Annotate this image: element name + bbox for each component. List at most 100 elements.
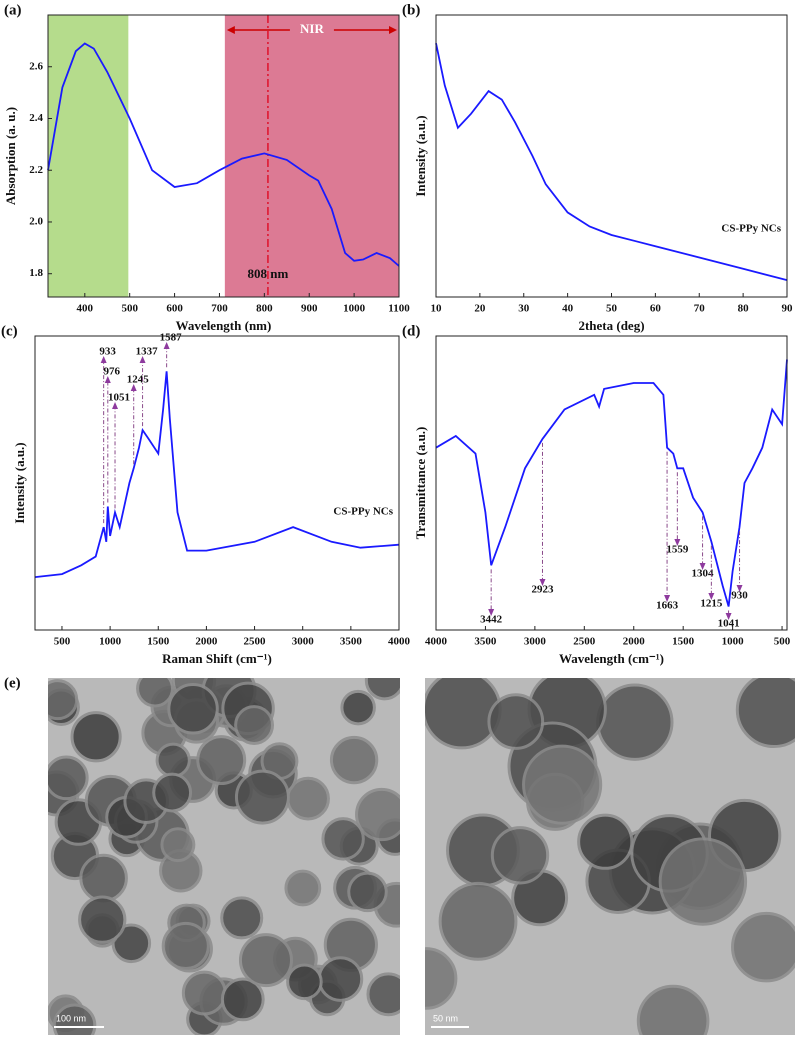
x-tick-label: 2500 (573, 636, 596, 648)
peak-arrow (130, 384, 137, 391)
peak-label: 1559 (666, 544, 689, 556)
peak-label: 976 (104, 366, 121, 378)
peak-label: 3442 (480, 614, 503, 626)
particle (284, 869, 322, 907)
x-tick-label: 10 (431, 303, 443, 315)
panel-label: (d) (402, 323, 420, 339)
peak-label: 1587 (160, 332, 183, 344)
peak-arrow (100, 356, 107, 363)
particle (425, 678, 502, 750)
x-tick-label: 2000 (195, 636, 218, 648)
x-tick-label: 40 (562, 303, 574, 315)
y-axis-label: Absorption (a. u.) (3, 107, 18, 205)
x-axis-label: Wavelength (cm⁻¹) (559, 651, 664, 666)
peak-arrow (664, 595, 671, 602)
particle (220, 977, 265, 1022)
x-tick-label: 1100 (388, 303, 410, 315)
shaded-region (48, 15, 129, 297)
peak-label: 1051 (108, 392, 130, 404)
particle (48, 755, 89, 801)
y-axis-label: Intensity (a.u.) (413, 115, 428, 196)
particle (636, 984, 710, 1035)
x-tick-label: 3500 (340, 636, 363, 648)
particle (79, 853, 128, 903)
particle (425, 947, 458, 1010)
peak-arrow (699, 563, 706, 570)
particle (735, 678, 795, 749)
x-tick-label: 2500 (244, 636, 267, 648)
annotation: CS-PPy NCs (333, 506, 393, 518)
y-tick-label: 2.6 (29, 60, 43, 72)
particle (238, 933, 293, 988)
peak-label: 2923 (531, 584, 554, 596)
particle (286, 963, 323, 1001)
particle (167, 683, 219, 735)
x-tick-label: 3500 (474, 636, 497, 648)
scale-bar-label: 100 nm (56, 1013, 86, 1023)
x-tick-label: 3000 (292, 636, 315, 648)
y-axis-label: Intensity (a.u.) (12, 442, 27, 523)
axes-frame (47, 14, 400, 298)
particles (48, 678, 400, 1035)
x-tick-label: 1500 (147, 636, 170, 648)
particle (152, 772, 193, 813)
peak-arrow (488, 609, 495, 616)
scale-bar-label: 50 nm (433, 1013, 458, 1023)
particles (425, 678, 795, 1035)
particle (329, 735, 379, 785)
particle (155, 742, 191, 778)
x-tick-label: 800 (256, 303, 273, 315)
x-tick-label: 2000 (623, 636, 646, 648)
x-tick-label: 500 (121, 303, 138, 315)
peak-arrow (104, 376, 111, 383)
y-tick-label: 1.8 (29, 267, 43, 279)
x-tick-label: 700 (211, 303, 228, 315)
particle (522, 744, 603, 825)
particle (731, 911, 795, 983)
x-tick-label: 50 (606, 303, 618, 315)
y-tick-label: 2.4 (29, 112, 43, 124)
data-line (435, 359, 788, 607)
particle (490, 826, 550, 885)
x-tick-label: 500 (54, 636, 71, 648)
peak-label: 1304 (692, 568, 715, 580)
peak-arrow (112, 402, 119, 409)
particle (70, 711, 122, 763)
x-tick-label: 1500 (672, 636, 695, 648)
peak-arrow (708, 593, 715, 600)
x-tick-label: 600 (166, 303, 183, 315)
particle (340, 689, 376, 726)
particle (234, 769, 290, 825)
peak-arrow (139, 356, 146, 363)
panel-label: (a) (4, 2, 22, 18)
x-axis-label: Wavelength (nm) (176, 318, 272, 333)
x-tick-label: 70 (694, 303, 706, 315)
x-tick-label: 1000 (343, 303, 366, 315)
x-tick-label: 30 (518, 303, 530, 315)
y-tick-label: 2.2 (29, 164, 43, 176)
x-tick-label: 60 (650, 303, 662, 315)
particle (234, 705, 275, 746)
y-axis-label: Transmittance (a.u.) (413, 427, 428, 540)
annotation: CS-PPy NCs (721, 223, 781, 235)
particle (577, 813, 634, 870)
peak-label: 1215 (700, 598, 723, 610)
x-tick-label: 900 (301, 303, 318, 315)
particle (355, 787, 400, 842)
x-tick-label: 4000 (388, 636, 411, 648)
particle (347, 871, 388, 913)
x-axis-label: Raman Shift (cm⁻¹) (162, 651, 272, 666)
peak-label: 1245 (127, 374, 150, 386)
particle (364, 678, 400, 701)
x-tick-label: 1000 (722, 636, 745, 648)
data-line (435, 43, 788, 281)
region-label: NIR (300, 21, 324, 36)
peak-arrow (736, 585, 743, 592)
x-axis-label: 2theta (deg) (578, 318, 644, 333)
axes-frame (435, 335, 788, 631)
axes-frame (34, 335, 400, 631)
particle (438, 881, 518, 961)
particle (321, 817, 365, 861)
particle (160, 827, 196, 863)
peak-label: 933 (99, 346, 116, 358)
